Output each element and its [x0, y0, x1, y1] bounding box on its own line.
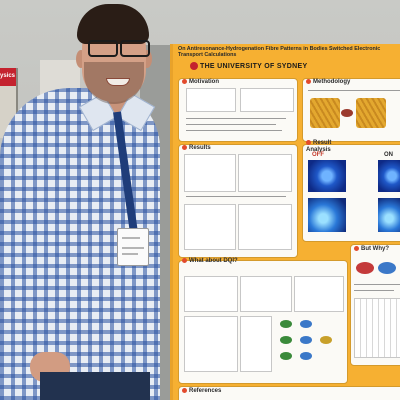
results-plot-4 — [238, 204, 292, 250]
graphene-lattice-right — [356, 98, 386, 128]
text-line — [308, 90, 400, 91]
figure-motivation-a — [186, 88, 236, 112]
badge-text-line — [122, 247, 144, 249]
text-line — [354, 290, 394, 291]
person-hair — [77, 4, 149, 44]
molecule-icon — [320, 336, 332, 344]
heading-result-analysis: Result Analysis — [306, 140, 332, 154]
text-line — [186, 124, 276, 125]
molecule-icon — [300, 320, 312, 328]
orbital-icon — [378, 262, 396, 274]
name-badge — [117, 228, 149, 266]
but-why-table — [354, 298, 400, 358]
molecule-icon — [300, 352, 312, 360]
results-plot-1 — [184, 154, 236, 192]
section-bullet-icon — [182, 258, 187, 263]
left-poster-text: ysics — [0, 73, 16, 79]
molecule-icon — [300, 336, 312, 344]
transmission-map-on-1 — [378, 160, 400, 192]
university-logo: THE UNIVERSITY OF SYDNEY — [190, 62, 307, 70]
heading-results: Results — [182, 145, 211, 151]
heading-references: References — [182, 388, 221, 394]
molecule-icon — [280, 352, 292, 360]
dqi-plot-5 — [240, 316, 272, 372]
results-plot-2 — [238, 154, 292, 192]
heading-but-why: But Why? — [354, 246, 389, 252]
orbital-icon — [356, 262, 374, 274]
molecule-icon — [280, 320, 292, 328]
dqi-plot-3 — [294, 276, 344, 312]
section-bullet-icon — [182, 388, 187, 393]
figure-motivation-b — [240, 88, 294, 112]
section-bullet-icon — [182, 79, 187, 84]
text-line — [186, 118, 286, 119]
poster-title: On Antiresonance-Hydrogenation Fibre Pat… — [178, 46, 381, 58]
dqi-plot-1 — [184, 276, 238, 312]
glasses-right-lens — [120, 40, 150, 57]
molecule-icon — [280, 336, 292, 344]
label-on: ON — [384, 152, 393, 158]
person-left-ear — [76, 50, 86, 68]
section-bullet-icon — [354, 246, 359, 251]
transmission-map-off-1 — [308, 160, 346, 192]
text-line — [354, 284, 400, 285]
person-jeans — [40, 372, 150, 400]
section-bullet-icon — [306, 79, 311, 84]
section-bullet-icon — [306, 140, 311, 145]
dqi-plot-4 — [184, 316, 238, 372]
section-bullet-icon — [182, 145, 187, 150]
results-plot-3 — [184, 204, 236, 250]
molecule-junction — [341, 109, 353, 117]
transmission-map-off-2 — [308, 198, 346, 232]
university-seal-icon — [190, 62, 198, 70]
dqi-plot-2 — [240, 276, 292, 312]
label-off: OFF — [312, 152, 324, 158]
graphene-lattice-left — [310, 98, 340, 128]
heading-what-about-dqi: What about DQI? — [182, 258, 242, 265]
text-line — [186, 130, 282, 131]
panel-references — [178, 386, 400, 400]
badge-text-line — [122, 253, 138, 255]
text-line — [186, 196, 286, 197]
left-poster-red-banner: ysics — [0, 68, 16, 86]
heading-methodology: Methodology — [306, 79, 350, 85]
university-name: THE UNIVERSITY OF SYDNEY — [200, 62, 308, 70]
glasses-left-lens — [88, 40, 118, 57]
badge-text-line — [122, 237, 140, 239]
transmission-map-on-2 — [378, 198, 400, 232]
person-right-ear — [142, 50, 152, 68]
person-glasses — [82, 40, 152, 57]
heading-motivation: Motivation — [182, 79, 219, 85]
